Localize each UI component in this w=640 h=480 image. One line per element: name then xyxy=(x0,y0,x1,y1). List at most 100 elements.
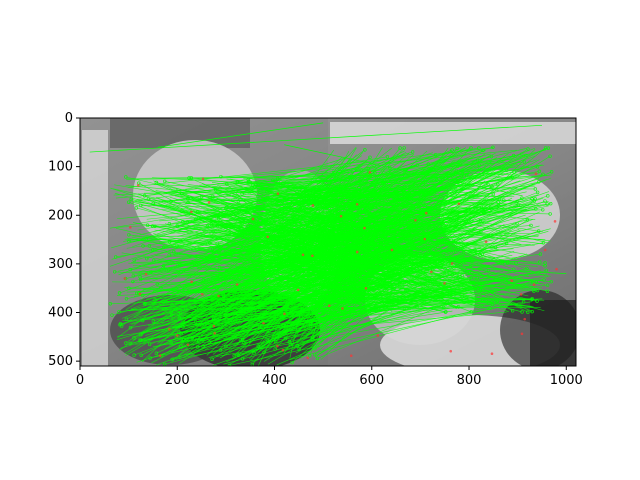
y-tick-label: 300 xyxy=(48,257,73,272)
match-keypoint xyxy=(177,315,182,320)
match-line xyxy=(155,260,447,366)
match-keypoint xyxy=(313,352,317,357)
match-keypoint xyxy=(396,257,400,262)
match-keypoint xyxy=(225,205,229,209)
match-keypoint xyxy=(536,229,541,233)
axes-frame xyxy=(79,117,577,367)
unmatched-keypoint xyxy=(251,217,255,221)
match-keypoint xyxy=(113,270,117,274)
match-keypoint xyxy=(252,351,256,355)
match-line xyxy=(210,214,490,267)
match-line xyxy=(187,171,515,223)
match-line xyxy=(132,170,348,248)
match-line xyxy=(208,270,504,358)
match-keypoint xyxy=(132,336,136,340)
match-line xyxy=(118,253,541,313)
unmatched-keypoint xyxy=(523,317,527,321)
match-line xyxy=(280,244,455,267)
match-keypoint xyxy=(371,240,376,244)
y-tick-label: 500 xyxy=(48,354,73,369)
match-keypoint xyxy=(147,243,152,248)
match-keypoint xyxy=(139,338,143,342)
match-line xyxy=(271,197,544,293)
match-keypoint xyxy=(290,360,294,365)
match-keypoint xyxy=(473,248,477,252)
unmatched-keypoint xyxy=(201,292,204,296)
match-keypoint xyxy=(549,170,554,174)
match-keypoint xyxy=(451,249,456,254)
match-keypoint xyxy=(529,223,533,228)
match-keypoint xyxy=(261,270,266,274)
match-line xyxy=(304,219,485,260)
match-keypoint xyxy=(235,180,240,184)
match-keypoint xyxy=(131,279,135,284)
match-keypoint xyxy=(131,274,136,278)
match-line xyxy=(177,253,528,290)
match-keypoint xyxy=(473,227,477,231)
unmatched-keypoints xyxy=(123,171,558,360)
match-line xyxy=(263,308,354,362)
match-keypoint xyxy=(236,199,241,203)
unmatched-keypoint xyxy=(423,237,427,241)
match-keypoint xyxy=(298,186,303,190)
match-keypoint xyxy=(548,212,552,216)
match-line xyxy=(203,174,544,281)
unmatched-keypoint xyxy=(543,248,547,252)
unmatched-keypoint xyxy=(363,226,366,230)
match-line xyxy=(240,200,546,341)
match-keypoint xyxy=(243,284,247,289)
x-tick-label: 800 xyxy=(457,373,482,388)
match-line xyxy=(266,151,413,193)
match-line xyxy=(226,207,454,252)
match-line xyxy=(198,249,394,287)
x-axis: 0 200 400 600 800 1000 xyxy=(76,366,583,388)
match-keypoint xyxy=(155,282,159,286)
match-line xyxy=(286,218,474,349)
match-line xyxy=(310,164,459,308)
match-line xyxy=(274,187,518,330)
match-line xyxy=(148,198,397,300)
match-keypoint xyxy=(127,286,131,290)
match-keypoint xyxy=(549,201,553,206)
match-line xyxy=(168,230,535,246)
match-keypoint xyxy=(443,267,447,271)
match-keypoint xyxy=(545,289,550,293)
match-keypoint xyxy=(128,325,133,330)
match-keypoint xyxy=(117,291,122,295)
match-line xyxy=(240,172,539,185)
match-line xyxy=(282,197,522,296)
unmatched-keypoint xyxy=(281,348,285,352)
match-keypoint xyxy=(542,278,546,282)
unmatched-keypoint xyxy=(364,286,368,290)
match-keypoint xyxy=(193,320,198,324)
match-keypoint xyxy=(359,266,364,271)
match-line xyxy=(315,195,441,334)
match-line xyxy=(163,287,352,346)
match-keypoint xyxy=(502,167,506,171)
match-line xyxy=(127,147,494,188)
match-line xyxy=(185,203,491,205)
unmatched-keypoint xyxy=(450,262,454,265)
match-keypoint xyxy=(154,351,159,355)
unmatched-keypoint xyxy=(186,343,190,347)
unmatched-keypoint xyxy=(190,210,193,214)
match-line xyxy=(229,301,524,366)
match-line xyxy=(174,273,426,283)
unmatched-keypoint xyxy=(414,218,417,222)
match-line xyxy=(228,185,446,226)
match-line xyxy=(212,196,362,269)
unmatched-keypoint xyxy=(262,321,265,325)
match-keypoint xyxy=(145,256,149,261)
match-keypoint xyxy=(190,336,195,340)
match-line xyxy=(260,185,438,196)
match-keypoint xyxy=(448,254,453,259)
unmatched-keypoint xyxy=(555,267,558,271)
match-line xyxy=(134,274,345,356)
match-keypoint xyxy=(273,347,277,351)
match-keypoint xyxy=(464,174,469,178)
match-line xyxy=(141,204,446,356)
match-keypoint xyxy=(535,190,540,195)
match-line xyxy=(133,168,353,243)
match-keypoint xyxy=(541,172,545,176)
match-line xyxy=(248,300,483,305)
